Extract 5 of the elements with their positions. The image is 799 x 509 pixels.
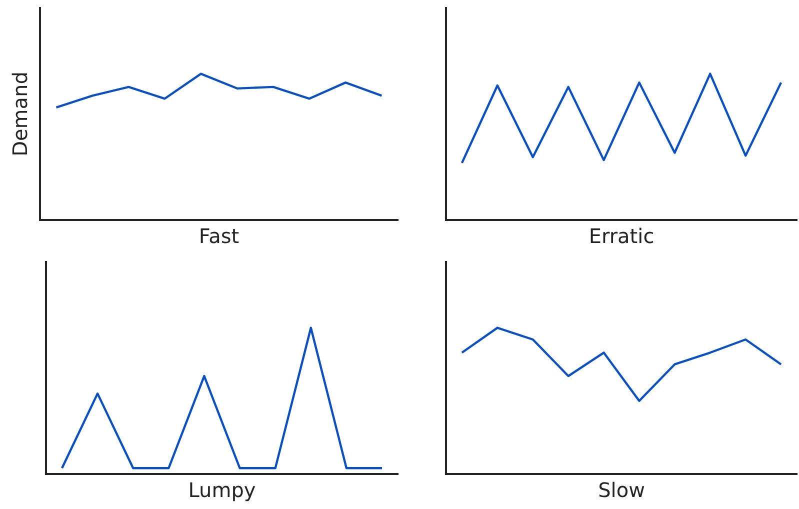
x-axis-title: Fast	[198, 224, 240, 248]
x-axis-title: Lumpy	[188, 478, 256, 502]
y-axis-title: Demand	[8, 72, 32, 156]
x-axis-title: Erratic	[588, 224, 654, 248]
x-axis-title: Slow	[598, 478, 645, 502]
